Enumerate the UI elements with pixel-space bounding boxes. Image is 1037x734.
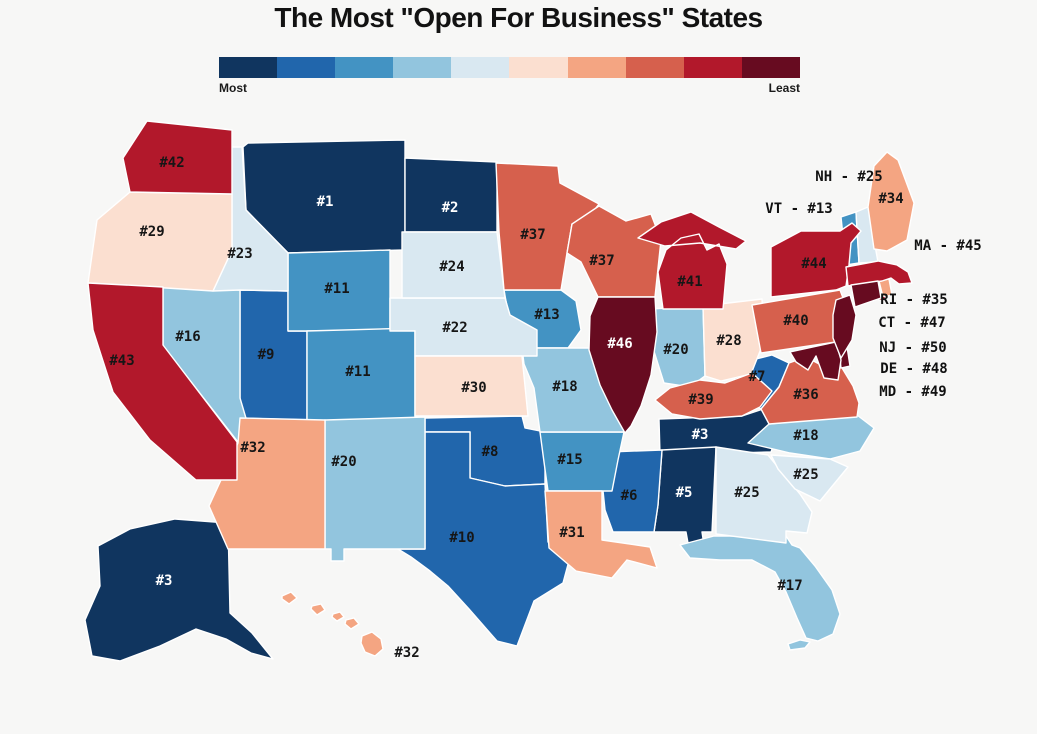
color-scale-legend xyxy=(219,57,800,78)
state-rank-label-wi: #37 xyxy=(589,253,614,269)
state-ne[interactable] xyxy=(389,297,538,357)
state-rank-label-tx: #10 xyxy=(449,530,474,546)
legend-swatch xyxy=(567,57,626,78)
state-ca[interactable] xyxy=(87,282,238,481)
state-nm[interactable] xyxy=(324,416,426,562)
state-rank-label-sc: #25 xyxy=(793,467,818,483)
state-rank-label-ms: #6 xyxy=(621,488,638,504)
legend-swatch xyxy=(219,57,278,78)
external-state-label-de: DE - #48 xyxy=(880,361,947,377)
state-rank-label-co: #11 xyxy=(345,364,370,380)
legend-swatch xyxy=(335,57,394,78)
state-rank-label-mi: #41 xyxy=(677,274,702,290)
state-rank-label-id: #23 xyxy=(227,246,252,262)
legend-swatch xyxy=(451,57,510,78)
state-rank-label-or: #29 xyxy=(139,224,164,240)
state-rank-label-nm: #20 xyxy=(331,454,356,470)
legend-swatch xyxy=(277,57,336,78)
state-rank-label-tn: #3 xyxy=(692,427,709,443)
state-rank-label-oh: #28 xyxy=(716,333,741,349)
labels-layer: #1 #2 #3 #3 #5 #6 #7 #8 #9 #10 #11 #11 #13 #15 #16 #17 #… xyxy=(109,155,981,661)
state-rank-label-hi: #32 xyxy=(394,645,419,661)
legend-swatch xyxy=(625,57,684,78)
legend-least-label: Least xyxy=(768,81,800,95)
state-sc[interactable] xyxy=(770,454,849,502)
external-state-label-md: MD - #49 xyxy=(879,384,946,400)
state-rank-label-ok: #8 xyxy=(482,444,499,460)
state-nj[interactable] xyxy=(832,294,857,359)
state-rank-label-mt: #1 xyxy=(317,194,334,210)
state-rank-label-ks: #30 xyxy=(461,380,486,396)
state-mi[interactable] xyxy=(637,211,747,310)
state-rank-label-al: #5 xyxy=(676,485,693,501)
state-rank-label-nd: #2 xyxy=(442,200,459,216)
state-ak[interactable] xyxy=(84,518,274,662)
state-rank-label-wy: #11 xyxy=(324,281,349,297)
legend-swatch xyxy=(683,57,742,78)
state-or[interactable] xyxy=(87,191,233,292)
state-rank-label-az: #32 xyxy=(240,440,265,456)
state-sd[interactable] xyxy=(401,231,506,299)
state-ct[interactable] xyxy=(850,280,882,308)
state-hi[interactable] xyxy=(281,591,384,657)
legend-swatch xyxy=(393,57,452,78)
state-me[interactable] xyxy=(867,151,915,252)
state-rank-label-ca: #43 xyxy=(109,353,134,369)
state-rank-label-la: #31 xyxy=(559,525,584,541)
legend-most-label: Most xyxy=(219,81,247,95)
state-rank-label-ut: #9 xyxy=(258,347,275,363)
page-title: The Most "Open For Business" States xyxy=(274,2,763,33)
state-rank-label-fl: #17 xyxy=(777,578,802,594)
state-rank-label-ak: #3 xyxy=(156,573,173,589)
state-rank-label-ny: #44 xyxy=(801,256,826,272)
external-state-label-vt: VT - #13 xyxy=(765,201,832,217)
state-nd[interactable] xyxy=(404,157,498,233)
state-rank-label-mo: #18 xyxy=(552,379,577,395)
state-ky[interactable] xyxy=(654,372,773,420)
state-az[interactable] xyxy=(208,417,326,550)
states-layer xyxy=(84,120,915,662)
state-il[interactable] xyxy=(588,296,658,434)
state-wi[interactable] xyxy=(566,205,662,298)
legend-swatch xyxy=(741,57,800,78)
state-rank-label-mn: #37 xyxy=(520,227,545,243)
state-rank-label-nv: #16 xyxy=(175,329,200,345)
state-la[interactable] xyxy=(544,490,658,579)
state-rank-label-ne: #22 xyxy=(442,320,467,336)
state-rank-label-ar: #15 xyxy=(557,452,582,468)
external-state-label-ma: MA - #45 xyxy=(914,238,981,254)
state-rank-label-il: #46 xyxy=(607,336,632,352)
state-rank-label-nc: #18 xyxy=(793,428,818,444)
state-rank-label-ga: #25 xyxy=(734,485,759,501)
state-fl[interactable] xyxy=(679,535,841,651)
state-rank-label-wv: #7 xyxy=(749,369,766,385)
state-wa[interactable] xyxy=(122,120,233,195)
state-rank-label-in: #20 xyxy=(663,342,688,358)
state-rank-label-pa: #40 xyxy=(783,313,808,329)
state-rank-label-me: #34 xyxy=(878,191,903,207)
external-state-label-ct: CT - #47 xyxy=(878,315,945,331)
state-rank-label-va: #36 xyxy=(793,387,818,403)
state-rank-label-sd: #24 xyxy=(439,259,464,275)
state-rank-label-ky: #39 xyxy=(688,392,713,408)
state-ks[interactable] xyxy=(414,355,529,417)
external-state-label-ri: RI - #35 xyxy=(880,292,947,308)
state-rank-label-wa: #42 xyxy=(159,155,184,171)
external-state-label-nj: NJ - #50 xyxy=(879,340,946,356)
state-tx[interactable] xyxy=(397,431,571,647)
state-rank-label-ia: #13 xyxy=(534,307,559,323)
external-state-label-nh: NH - #25 xyxy=(815,169,882,185)
legend-swatch xyxy=(509,57,568,78)
